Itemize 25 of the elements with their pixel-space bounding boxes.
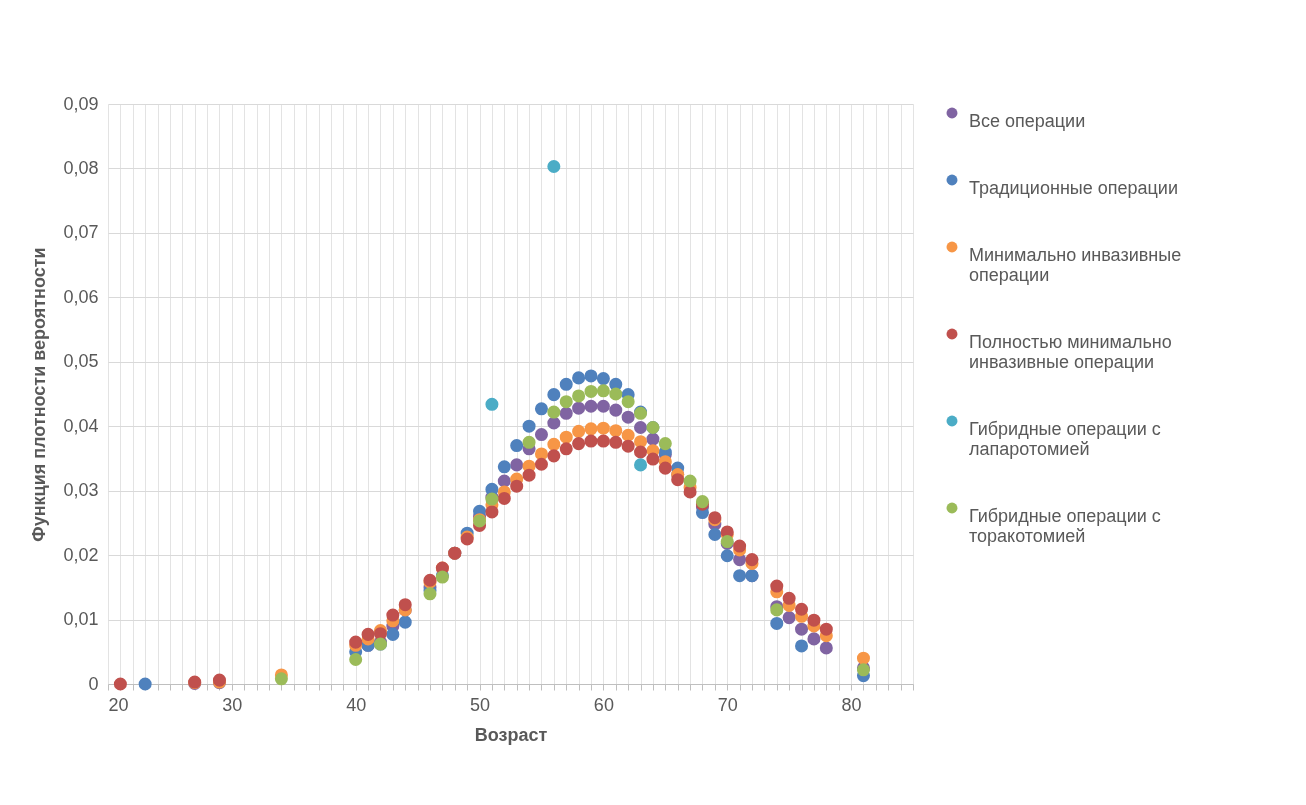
x-tick-label: 70 [717,694,738,715]
legend-label: Гибридные операции с лапаротомией [969,419,1161,459]
x-tick-label: 50 [470,694,491,715]
y-axis-title: Функция плотности вероятности [29,247,50,542]
y-tick-label: 0 [88,673,99,694]
y-tick-label: 0,01 [63,609,99,630]
x-axis-title: Возраст [474,724,548,745]
legend-label: Полностью минимально инвазивные операции [969,332,1172,372]
y-tick-label: 0,03 [63,480,99,501]
y-tick-label: 0,02 [63,544,99,565]
x-tick-label: 20 [108,694,129,715]
y-tick-label: 0,08 [63,157,99,178]
x-tick-label: 80 [841,694,862,715]
legend-label: Традиционные операции [969,178,1178,198]
legend-label: Минимально инвазивные операции [969,245,1182,285]
y-tick-label: 0,05 [63,351,99,372]
y-tick-label: 0,04 [63,415,99,436]
legend-label: Гибридные операции с торакотомией [969,506,1161,546]
y-tick-label: 0,06 [63,286,99,307]
y-tick-label: 0,07 [63,222,99,243]
x-tick-label: 60 [593,694,614,715]
y-tick-label: 0,09 [63,93,99,114]
legend-label: Все операции [969,111,1086,131]
x-tick-label: 40 [346,694,367,715]
x-tick-label: 30 [222,694,243,715]
